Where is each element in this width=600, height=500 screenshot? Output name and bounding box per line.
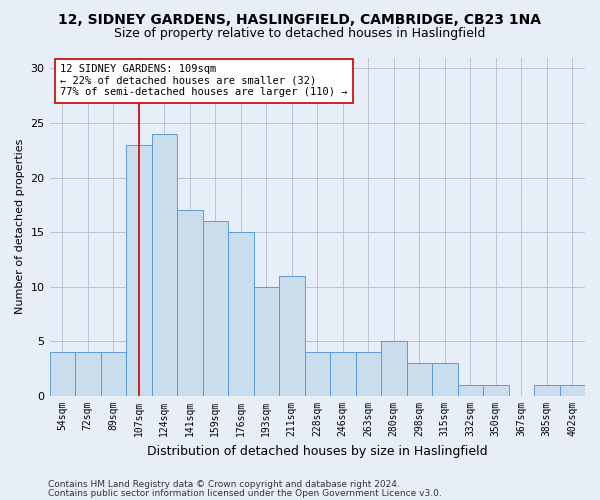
Bar — [483, 385, 509, 396]
Text: 12 SIDNEY GARDENS: 109sqm
← 22% of detached houses are smaller (32)
77% of semi-: 12 SIDNEY GARDENS: 109sqm ← 22% of detac… — [60, 64, 348, 98]
Bar — [152, 134, 177, 396]
Bar — [305, 352, 330, 396]
Text: 12, SIDNEY GARDENS, HASLINGFIELD, CAMBRIDGE, CB23 1NA: 12, SIDNEY GARDENS, HASLINGFIELD, CAMBRI… — [59, 12, 542, 26]
Y-axis label: Number of detached properties: Number of detached properties — [15, 139, 25, 314]
Bar — [560, 385, 585, 396]
Text: Contains public sector information licensed under the Open Government Licence v3: Contains public sector information licen… — [48, 489, 442, 498]
Bar — [356, 352, 381, 396]
Bar — [101, 352, 126, 396]
Bar — [75, 352, 101, 396]
Bar — [330, 352, 356, 396]
Bar — [534, 385, 560, 396]
Bar — [50, 352, 75, 396]
Bar — [381, 342, 407, 396]
Bar — [126, 145, 152, 396]
Text: Size of property relative to detached houses in Haslingfield: Size of property relative to detached ho… — [115, 28, 485, 40]
Bar — [177, 210, 203, 396]
Bar — [203, 222, 228, 396]
Bar — [432, 364, 458, 396]
Bar — [458, 385, 483, 396]
Bar — [228, 232, 254, 396]
X-axis label: Distribution of detached houses by size in Haslingfield: Distribution of detached houses by size … — [147, 444, 488, 458]
Text: Contains HM Land Registry data © Crown copyright and database right 2024.: Contains HM Land Registry data © Crown c… — [48, 480, 400, 489]
Bar — [254, 287, 279, 396]
Bar — [279, 276, 305, 396]
Bar — [407, 364, 432, 396]
